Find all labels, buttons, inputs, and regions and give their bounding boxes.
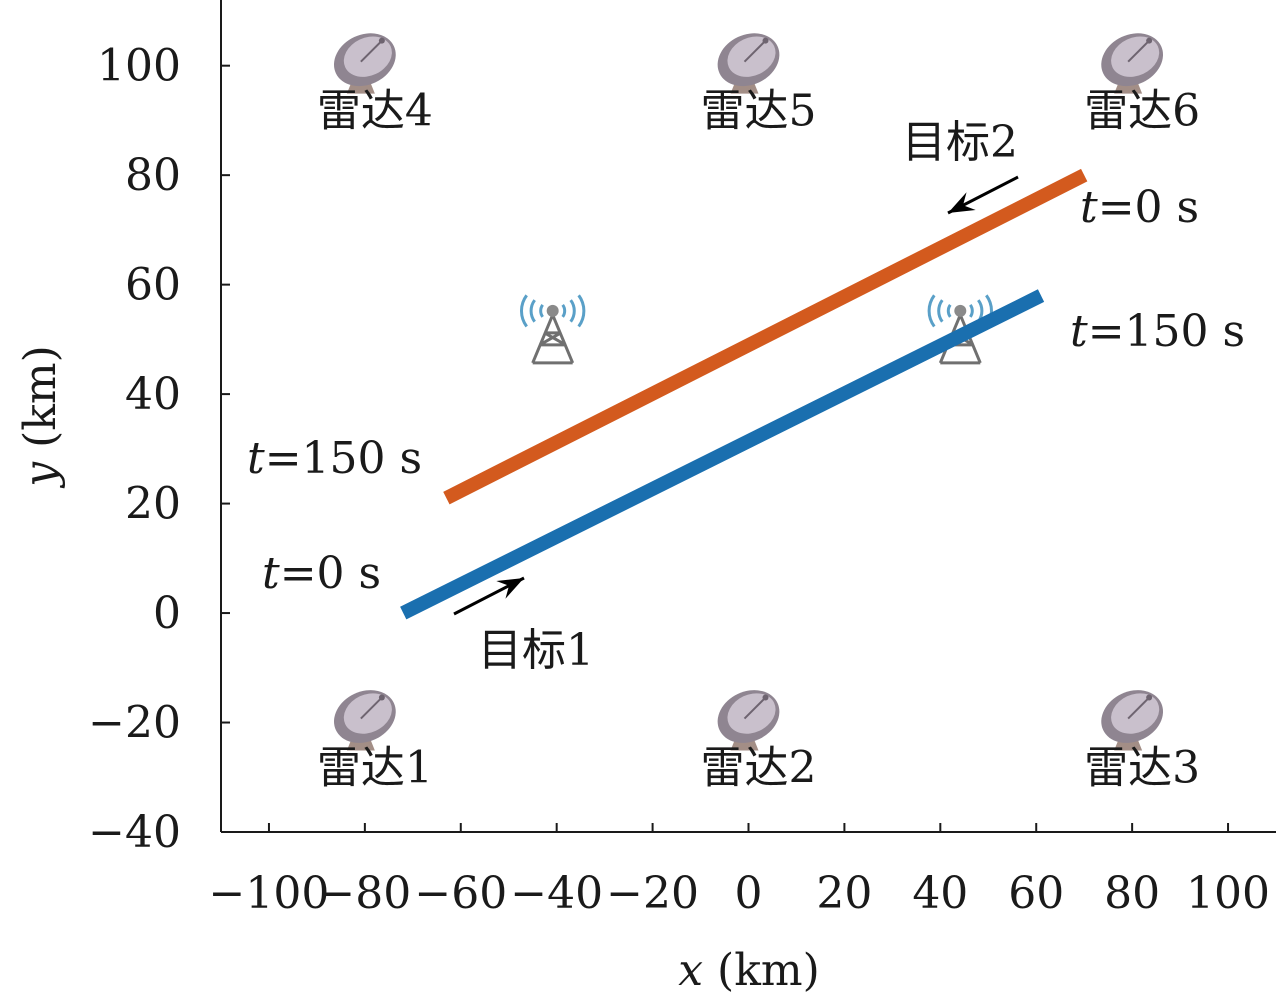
y-tick-label: 100 [97, 41, 181, 92]
x-tick-label: −40 [510, 868, 603, 919]
target-2-arrow [947, 175, 1019, 215]
radar-label: 雷达5 [701, 86, 817, 137]
annotation-layer: t=0 s t=150 s t=0 s t=150 s 目标1 目标2 [247, 117, 1245, 676]
x-tick-label: −80 [318, 868, 411, 919]
series-1-start-label: t=0 s [262, 548, 381, 599]
radar-dish-icon [333, 690, 396, 751]
x-tick-label: −100 [209, 868, 330, 919]
target-2-label: 目标2 [902, 117, 1018, 168]
radar-dish-icon [717, 33, 780, 94]
radar-layer: 雷达1 雷达2 雷达3 雷达4 雷达5 雷达6 [317, 33, 1200, 794]
y-axis-title: y (km) [15, 345, 66, 489]
target-1-arrow [453, 576, 525, 616]
x-tick-label: 100 [1186, 868, 1270, 919]
x-tick-label: −20 [606, 868, 699, 919]
signal-tower-icon [519, 294, 586, 365]
y-tick-label: 20 [125, 479, 181, 530]
y-tick-label: −20 [88, 698, 181, 749]
y-tick-label: 0 [153, 588, 181, 639]
series-line [400, 289, 1045, 620]
y-tick-label: −40 [88, 807, 181, 858]
y-tick-label: 80 [125, 150, 181, 201]
series-2-start-label: t=0 s [1080, 182, 1199, 233]
x-tick-label: 80 [1104, 868, 1160, 919]
y-tick-label: 40 [125, 369, 181, 420]
radar-label: 雷达3 [1084, 743, 1200, 794]
y-ticks: −40 −20 0 20 40 60 80 100 [88, 41, 230, 858]
series-layer [400, 168, 1088, 620]
radar-dish-icon [717, 690, 780, 751]
radar-label: 雷达2 [701, 743, 817, 794]
x-tick-label: 40 [912, 868, 968, 919]
x-tick-label: 20 [816, 868, 872, 919]
series-2-end-label: t=150 s [247, 433, 422, 484]
radar-label: 雷达1 [317, 743, 433, 794]
x-ticks: −100−80 −60 −40 −20 0 20 40 60 80 100 [209, 823, 1270, 919]
target-1-label: 目标1 [478, 625, 594, 676]
series-line [443, 168, 1088, 505]
x-tick-label: −60 [414, 868, 507, 919]
x-axis-title: x (km) [678, 945, 820, 996]
radar-dish-icon [333, 33, 396, 94]
x-tick-label: 0 [735, 868, 763, 919]
radar-dish-icon [1101, 33, 1164, 94]
radar-label: 雷达4 [317, 86, 433, 137]
radar-dish-icon [1101, 690, 1164, 751]
y-tick-label: 60 [125, 260, 181, 311]
radar-label: 雷达6 [1084, 86, 1200, 137]
series-1-end-label: t=150 s [1070, 306, 1245, 357]
x-tick-label: 60 [1008, 868, 1064, 919]
